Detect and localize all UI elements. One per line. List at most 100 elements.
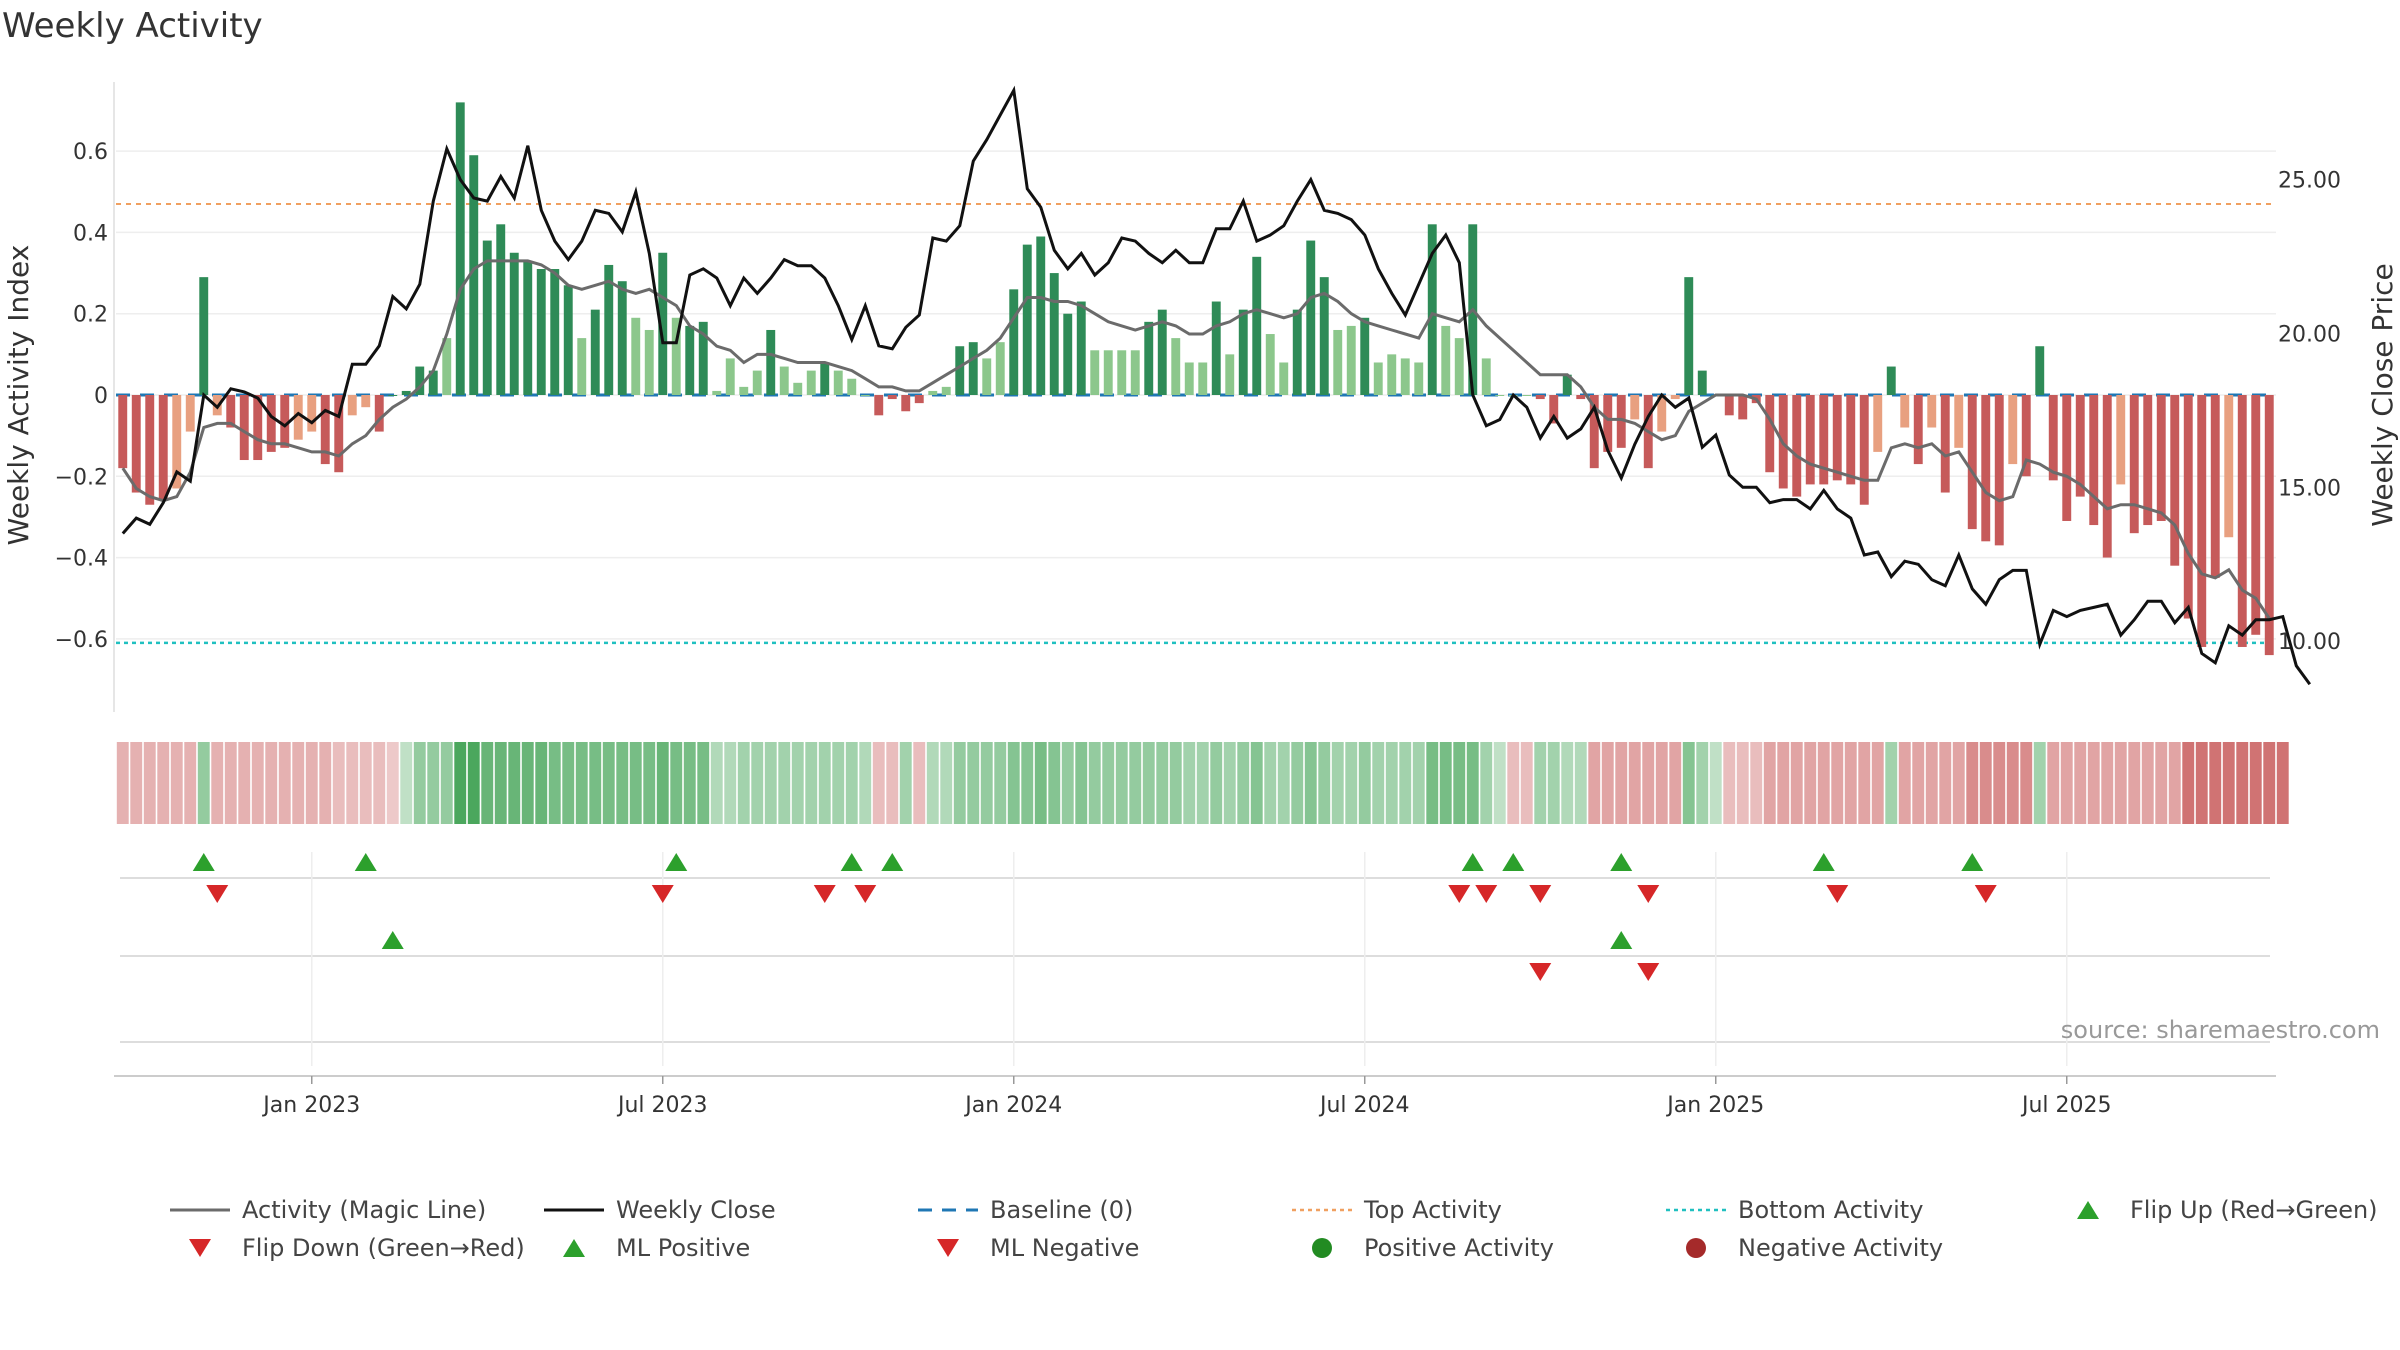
heat-cell: [980, 742, 993, 824]
activity-bar: [2089, 395, 2099, 526]
heat-cell: [1979, 742, 1992, 824]
heat-cell: [1642, 742, 1655, 824]
heat-cell: [1115, 742, 1128, 824]
legend-item: Weekly Close: [542, 1195, 776, 1225]
heat-cell: [508, 742, 521, 824]
activity-bar: [793, 382, 803, 395]
heat-cell: [1709, 742, 1722, 824]
activity-bar: [1144, 321, 1154, 395]
heat-cell: [1844, 742, 1857, 824]
heat-cell: [710, 742, 723, 824]
activity-bar: [1063, 313, 1073, 395]
activity-bar: [1225, 354, 1235, 395]
activity-bar: [1832, 395, 1842, 481]
activity-bar: [928, 390, 938, 395]
activity-bar: [2062, 395, 2072, 521]
heat-cell: [2128, 742, 2141, 824]
triangle-down-red-legend-icon: [168, 1233, 232, 1263]
activity-bar: [752, 370, 762, 395]
heat-cell: [1966, 742, 1979, 824]
legend-label: Baseline (0): [990, 1196, 1134, 1224]
heat-cell: [346, 742, 359, 824]
heat-cell: [197, 742, 210, 824]
heat-cell: [805, 742, 818, 824]
x-tick-label: Jan 2025: [1665, 1093, 1764, 1118]
activity-bar: [1441, 325, 1451, 395]
heat-cell: [1520, 742, 1533, 824]
y2-tick-label: 20.00: [2278, 322, 2341, 347]
heat-cell: [1466, 742, 1479, 824]
activity-bar: [1859, 395, 1869, 505]
heat-cell: [1534, 742, 1547, 824]
activity-bar: [374, 395, 384, 432]
activity-bar: [563, 285, 573, 395]
activity-bar: [1400, 358, 1410, 395]
legend-item: Activity (Magic Line): [168, 1195, 486, 1225]
heat-cell: [886, 742, 899, 824]
heat-cell: [1885, 742, 1898, 824]
heat-cell: [1169, 742, 1182, 824]
activity-bar: [2156, 395, 2166, 521]
heat-cell: [2101, 742, 2114, 824]
heat-cell: [724, 742, 737, 824]
heat-cell: [224, 742, 237, 824]
activity-bar: [1670, 395, 1680, 400]
activity-bar: [2048, 395, 2058, 481]
activity-bar: [469, 155, 479, 395]
heat-cell: [278, 742, 291, 824]
ml-positive-marker: [1610, 931, 1633, 949]
activity-bar: [1738, 395, 1748, 420]
heat-cell: [481, 742, 494, 824]
flip-down-marker: [854, 885, 877, 903]
activity-bar: [1414, 362, 1424, 395]
activity-bar: [1279, 362, 1289, 395]
activity-bar: [1387, 354, 1397, 395]
activity-bar: [1171, 338, 1181, 395]
heat-cell: [872, 742, 885, 824]
activity-bar: [1495, 395, 1505, 396]
legend-item: ML Negative: [916, 1233, 1139, 1263]
source-label: source: sharemaestro.com: [2061, 1016, 2380, 1044]
heat-cell: [373, 742, 386, 824]
heat-cell: [386, 742, 399, 824]
weekly-close-series: [121, 85, 2312, 686]
activity-bar: [1981, 395, 1991, 542]
activity-bar: [1576, 395, 1586, 400]
activity-bar: [995, 342, 1005, 395]
activity-bar: [1967, 395, 1977, 530]
flip-up-marker: [840, 853, 863, 871]
triangle-down-red-legend-icon: [916, 1233, 980, 1263]
activity-bar: [820, 362, 830, 395]
heat-cell: [1763, 742, 1776, 824]
activity-bar: [185, 395, 195, 432]
activity-bar: [266, 395, 276, 452]
activity-bar: [442, 338, 452, 395]
heat-cell: [1493, 742, 1506, 824]
heat-cell: [1426, 742, 1439, 824]
activity-bar: [604, 264, 614, 395]
heat-cell: [332, 742, 345, 824]
heat-cell: [116, 742, 129, 824]
legend-item: Flip Down (Green→Red): [168, 1233, 525, 1263]
heat-cell: [818, 742, 831, 824]
activity-bar: [1535, 395, 1545, 400]
activity-bar: [401, 390, 411, 395]
activity-bar: [901, 395, 911, 412]
heat-cell: [1777, 742, 1790, 824]
flip-down-marker: [813, 885, 836, 903]
heat-cell: [1021, 742, 1034, 824]
legend-item: Positive Activity: [1290, 1233, 1554, 1263]
activity-bar: [2143, 395, 2153, 526]
activity-bar: [1333, 329, 1343, 395]
heat-cell: [467, 742, 480, 824]
activity-bar: [644, 329, 654, 395]
heat-cell: [1102, 742, 1115, 824]
heat-cell: [1034, 742, 1047, 824]
heat-cell: [1277, 742, 1290, 824]
activity-bar: [523, 260, 533, 395]
heat-cell: [1858, 742, 1871, 824]
flip-down-marker: [1529, 885, 1552, 903]
activity-bar: [874, 395, 884, 416]
heat-cell: [737, 742, 750, 824]
heat-cell: [1682, 742, 1695, 824]
